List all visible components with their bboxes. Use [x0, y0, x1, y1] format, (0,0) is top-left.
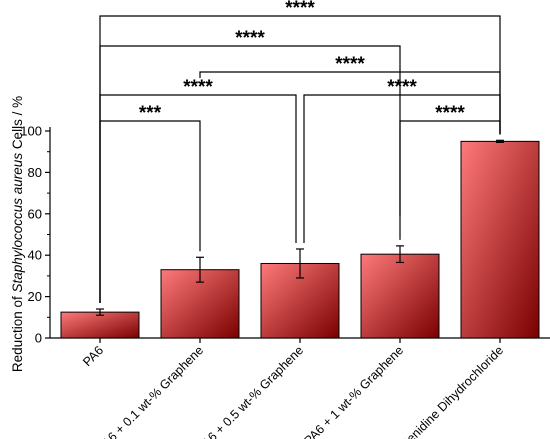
x-tick-label: PA6 + 0.5 wt-% Graphene [194, 343, 306, 439]
significance-label: **** [387, 77, 417, 98]
bar [360, 253, 440, 339]
x-tick-label: PA6 [80, 343, 106, 369]
error-bar [496, 139, 504, 143]
y-tick-label: 60 [28, 206, 42, 221]
significance-bracket: *** [99, 103, 201, 304]
significance-label: *** [139, 103, 162, 124]
error-bars-group [96, 139, 504, 316]
significance-label: **** [335, 54, 365, 75]
bar [460, 140, 540, 339]
y-axis-label-italic: Staphylococcus aureus [10, 153, 25, 293]
error-bar [296, 248, 304, 279]
x-tick-label: PA6 + 1 wt-% Graphene [301, 343, 406, 439]
significance-label: **** [235, 28, 265, 49]
y-axis-label: Reduction of Staphylococcus aureus Cells… [10, 96, 25, 372]
significance-label: **** [435, 103, 465, 124]
x-tick-label: Octenidine Dihydrochloride [390, 343, 506, 439]
y-axis-label-suffix: Cells / % [10, 96, 25, 153]
error-bar [396, 245, 404, 264]
significance-bracket: **** [399, 103, 501, 216]
y-tick-label: 40 [28, 248, 42, 263]
error-bar [196, 256, 204, 283]
y-tick-label: 0 [35, 331, 42, 346]
significance-label: **** [183, 77, 213, 98]
y-tick-label: 100 [20, 124, 42, 139]
y-tick-label: 80 [28, 165, 42, 180]
bar [60, 311, 140, 339]
significance-bracket: **** [303, 77, 501, 243]
x-tick-label: PA6 + 0.1 wt-% Graphene [94, 343, 206, 439]
error-bar [96, 308, 104, 316]
y-axis-label-prefix: Reduction of [10, 293, 25, 373]
significance-brackets-group: **************** ******* **** [99, 0, 501, 304]
bars-group [60, 140, 540, 339]
y-tick-label: 20 [28, 289, 42, 304]
significance-label: **** [285, 0, 315, 19]
